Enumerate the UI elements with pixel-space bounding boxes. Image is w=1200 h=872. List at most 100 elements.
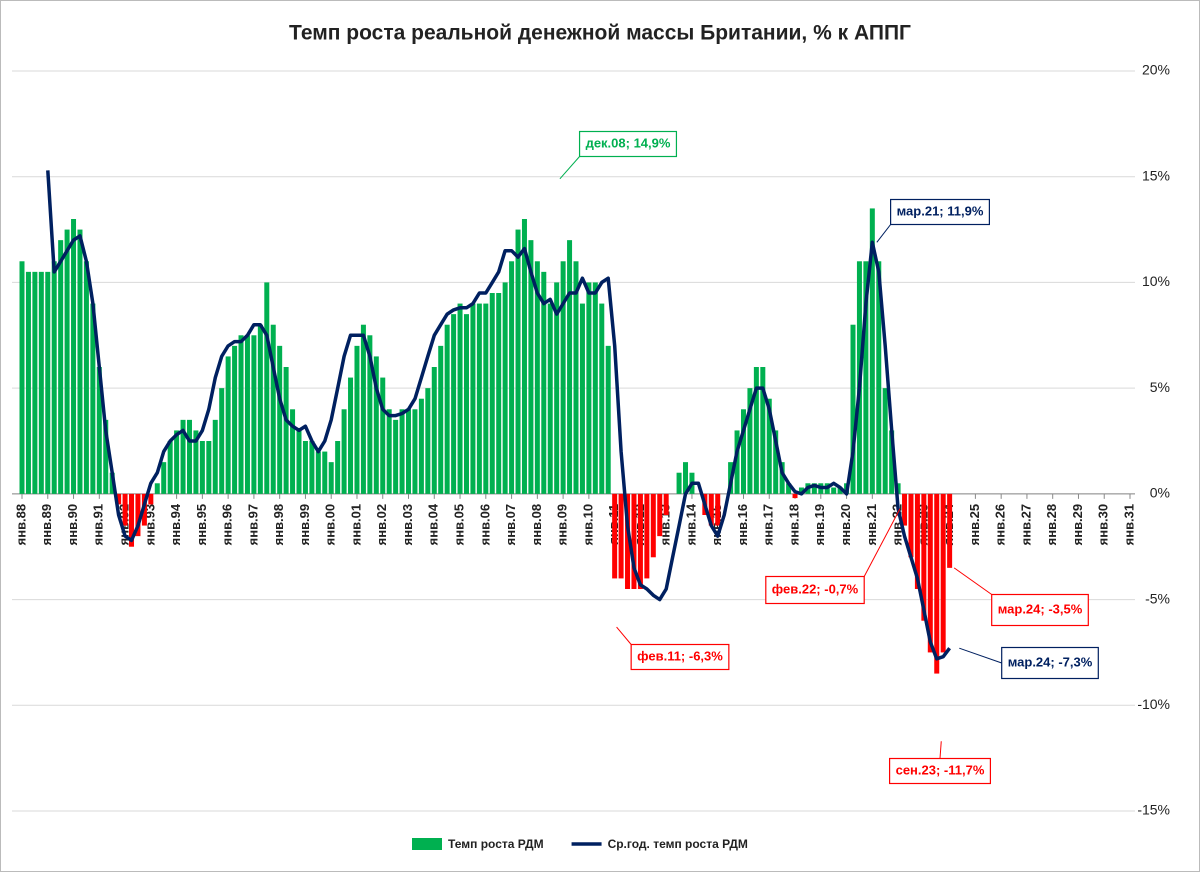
bar [908,493,914,558]
bar [798,487,804,494]
legend-swatch [412,838,442,850]
annotation-box [630,643,730,671]
bar [58,240,64,494]
annotation-label: фев.11; -6,3% [637,648,723,663]
y-tick-label: 5% [1150,379,1170,395]
bar [528,240,534,494]
x-tick-label: янв.28 [1044,504,1059,546]
bar [96,367,102,494]
bar [399,409,405,494]
bar [740,409,746,494]
bar [373,356,379,494]
bar [708,493,714,526]
annotation-label: мар.24; -7,3% [1008,654,1093,669]
annotation-leader [959,647,1002,664]
bar [715,493,721,526]
bar [180,419,186,494]
bar [257,324,263,494]
bar [676,472,682,494]
bar [51,261,57,494]
annotation: мар.24; -3,5% [953,567,1089,627]
annotation-leader [616,626,632,645]
bar [869,208,875,494]
annotation: сен.23; -11,7% [888,741,992,785]
x-tick-label: янв.90 [65,504,80,546]
bar [579,303,585,494]
legend-label: Темп роста РДМ [448,837,544,851]
bar [83,261,89,494]
bar [631,493,637,589]
bar [567,240,573,494]
annotation-box [1001,646,1099,680]
bar [934,493,940,674]
x-tick-label: янв.21 [864,504,879,546]
x-tick-label: янв.26 [993,504,1008,546]
bar [753,367,759,494]
bar [438,345,444,494]
bar [283,367,289,494]
bar [32,271,38,494]
bar [612,493,618,579]
bar [386,409,392,494]
bar [663,493,669,515]
bar [483,303,489,494]
x-tick-label: янв.97 [245,504,260,546]
x-tick-label: янв.98 [271,504,286,546]
y-tick-label: 15% [1142,167,1170,183]
x-tick-label: янв.17 [761,504,776,546]
bar [270,324,276,494]
bar [296,430,302,494]
x-tick-label: янв.95 [194,504,209,546]
annotation: фев.11; -6,3% [616,626,730,671]
bar [792,493,798,499]
annotation-label: фев.22; -0,7% [772,581,859,596]
annotation-label: мар.24; -3,5% [998,601,1083,616]
bar [599,303,605,494]
bar [734,430,740,494]
x-tick-label: янв.10 [580,504,595,546]
bar [199,441,205,494]
annotation-leader [559,156,580,180]
y-tick-label: 20% [1142,62,1170,78]
bar [914,493,920,589]
bar [683,462,689,494]
bar [425,388,431,494]
bar [554,282,560,494]
annotation-label: мар.21; 11,9% [897,203,984,218]
annotation: мар.24; -7,3% [959,646,1099,680]
bar [786,483,792,494]
bar [657,493,663,537]
annotation: дек.08; 14,9% [559,130,678,180]
bar [766,398,772,494]
bar [457,303,463,494]
x-tick-label: янв.09 [555,504,570,546]
bar [302,441,308,494]
bar [264,282,270,494]
x-tick-label: янв.96 [220,504,235,546]
bar [232,345,238,494]
bar [161,462,167,494]
x-tick-label: янв.04 [426,503,441,545]
annotation-label: дек.08; 14,9% [586,135,671,150]
bar [515,229,521,494]
x-tick-label: янв.27 [1018,504,1033,546]
bar [116,493,122,505]
bar [637,493,643,589]
annotation-label: сен.23; -11,7% [896,762,985,777]
x-tick-label: янв.18 [786,504,801,546]
x-tick-label: янв.19 [812,504,827,546]
x-tick-label: янв.01 [348,504,363,546]
x-tick-label: янв.94 [168,503,183,545]
bar [335,441,341,494]
bar [618,493,624,579]
bar [605,345,611,494]
x-tick-label: янв.29 [1070,504,1085,546]
bar [167,441,173,494]
bar [463,314,469,494]
x-tick-label: янв.31 [1121,504,1136,546]
bar [38,271,44,494]
x-tick-label: янв.89 [39,504,54,546]
y-tick-label: -5% [1145,590,1170,606]
bar [476,303,482,494]
